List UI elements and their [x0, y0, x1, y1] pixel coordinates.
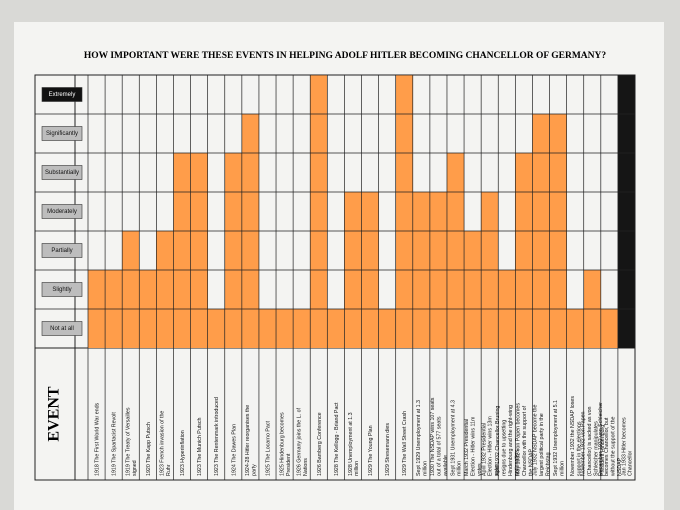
x-tick-label: 1918 The First World War ends [95, 402, 101, 476]
y-tick-label: Extremely [49, 92, 76, 98]
x-axis-label: EVENT [46, 386, 63, 441]
bar [446, 153, 465, 348]
y-tick-label: Moderately [47, 209, 77, 215]
x-tick-label: April 1932 PresidentialElection - Hitler… [481, 416, 500, 476]
bar [258, 309, 277, 348]
bar [276, 309, 294, 348]
y-tick-label: Significantly [46, 131, 78, 137]
x-tick-label: 1929 The Young Plan [368, 425, 374, 476]
x-tick-label: Sept 1929 Unemployment at 1.3million [416, 400, 428, 476]
bar [173, 153, 191, 348]
y-tick-box [41, 321, 83, 336]
x-tick-label: 1923 French invasion of theRuhr [160, 411, 172, 476]
x-tick-label: 1920 The Kapp Putsch [146, 422, 152, 476]
x-tick-label: 1928 Unemployment at 1.3million [348, 412, 360, 476]
y-tick-box [41, 165, 83, 180]
x-tick-label: May 1932 von Papen becomesChancellor wit… [515, 403, 534, 476]
bar [293, 309, 311, 348]
x-tick-label: 1925 The Locarno Pact [265, 421, 271, 476]
x-tick-label: 1929 The Wall Street Crash [402, 411, 408, 476]
x-tick-label: 1929 Stresemann dies [385, 423, 391, 476]
x-tick-label: Sept 1932 Unemployment at 5.1million [553, 400, 565, 476]
bar [224, 153, 242, 348]
x-tick-label: Jan 1933 Hitler becomesChancellor [621, 417, 633, 476]
bar [566, 309, 584, 348]
bar [395, 75, 413, 348]
y-tick-label: Substantially [45, 170, 79, 176]
x-tick-label: 1919 The Spartacist Revolt [112, 412, 118, 476]
bar [327, 309, 345, 348]
x-tick-label: March 1932 PresidentialElection - Hitler… [464, 416, 483, 476]
x-tick-label: 1925 Hindenburg becomesPresident [279, 412, 291, 476]
bar [190, 153, 208, 348]
x-tick-label: 1923 The Rentenmark introduced [214, 397, 220, 476]
bar [600, 309, 618, 348]
bar [464, 231, 482, 348]
x-tick-label: July 1932 NSDAP become thelargest politi… [533, 404, 552, 476]
x-tick-label: December 1932 von Schleicherbecomes Chan… [598, 402, 623, 476]
x-tick-label: November 1932 von Papen(Chancellor) is s… [581, 406, 606, 476]
chart-title: HOW IMPORTANT WERE THESE EVENTS IN HELPI… [84, 51, 606, 61]
bar [617, 75, 635, 348]
x-tick-label: 1926 Bamberg Conference [317, 412, 323, 476]
y-tick-box [41, 243, 83, 258]
y-tick-label: Partially [51, 248, 72, 254]
bar [122, 231, 140, 348]
x-tick-label: 1923 Hyperinflation [180, 430, 186, 476]
x-tick-label: 1924 The Dawes Plan [231, 424, 237, 476]
x-tick-label: 1930 The NSDAP wins 107 seatsout of a to… [430, 397, 449, 476]
x-tick-label: 1926 Germany joins the L. ofNations [296, 407, 308, 476]
x-tick-label: 1928 The Kellogg - Briand Pact [334, 402, 340, 476]
y-tick-label: Not at all [50, 326, 74, 332]
x-tick-label: 1923 The Munich Putsch [197, 417, 203, 476]
y-tick-label: Slightly [52, 287, 71, 293]
bar [156, 231, 174, 348]
bar [207, 309, 225, 348]
x-tick-label: April 1932 Chancellor Bruningresigns due… [495, 405, 520, 476]
y-tick-box [41, 282, 83, 297]
y-tick-box [41, 126, 83, 141]
y-tick-box [41, 204, 83, 219]
bar [515, 153, 533, 348]
x-tick-label: 1924-28 Hitler reorganises theparty [245, 405, 257, 476]
y-tick-box [41, 87, 83, 102]
x-tick-label: Sept 1931 Unemployment at 4.3million [450, 400, 462, 476]
bar [378, 309, 396, 348]
bar [310, 75, 328, 348]
x-tick-label: November 1932 the NSDAP losessupport in … [570, 396, 582, 476]
x-tick-label: 1919 The Treaty of Versaillessigned [126, 407, 138, 476]
